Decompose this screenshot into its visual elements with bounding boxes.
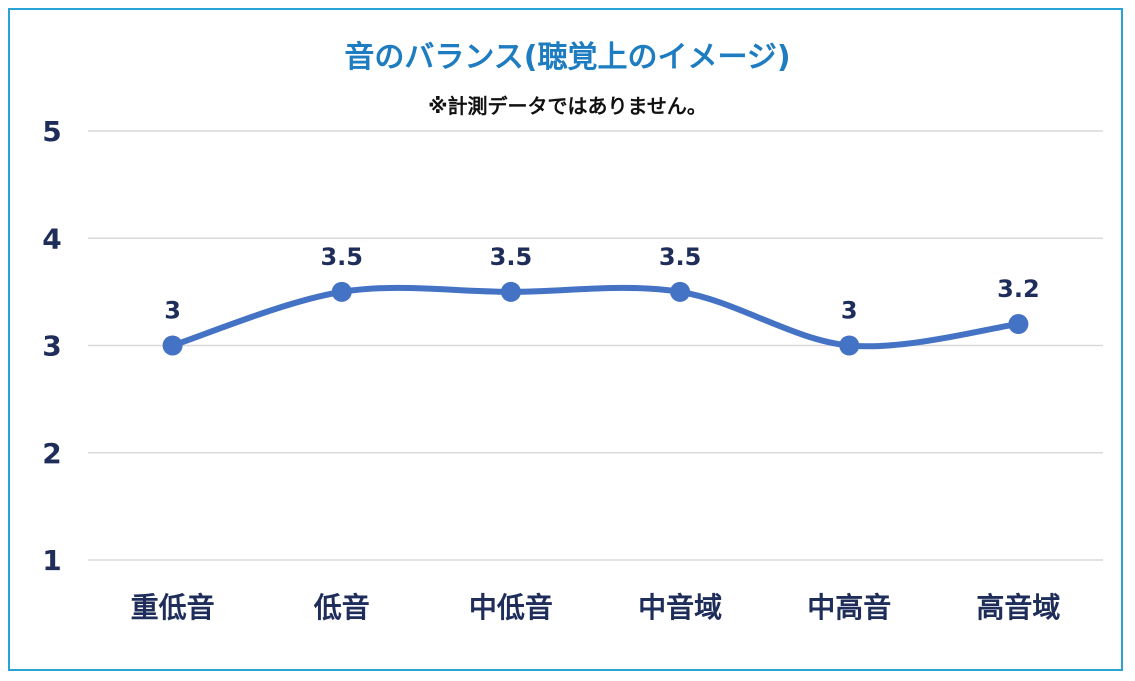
data-label: 3.5 (490, 243, 533, 271)
data-point (331, 281, 352, 302)
series-line (169, 284, 1022, 350)
y-tick-label: 5 (42, 115, 61, 148)
x-tick-label: 低音 (313, 591, 370, 624)
data-point (162, 335, 183, 356)
data-point (1008, 314, 1029, 335)
x-tick-label: 高音域 (976, 591, 1060, 624)
x-tick-label: 中音域 (638, 591, 722, 624)
data-label: 3.5 (320, 243, 363, 271)
y-tick-label: 3 (42, 330, 61, 363)
x-tick-label: 中低音 (469, 591, 553, 624)
x-tick-label: 重低音 (131, 591, 215, 624)
gridlines (88, 130, 1103, 561)
data-point (500, 281, 521, 302)
data-label: 3 (164, 297, 181, 325)
y-tick-label: 2 (42, 437, 61, 470)
y-tick-label: 1 (42, 544, 61, 577)
chart-title: 音のバランス(聴覚上のイメージ) (344, 40, 791, 75)
data-label: 3.2 (997, 275, 1040, 303)
y-axis-ticks: 1 2 3 4 5 (42, 115, 61, 577)
data-label: 3 (841, 297, 858, 325)
data-label: 3.5 (659, 243, 702, 271)
x-axis-ticks: 重低音 低音 中低音 中音域 中高音 高音域 (131, 591, 1061, 624)
data-labels: 3 3.5 3.5 3.5 3 3.2 (164, 243, 1039, 325)
data-points (162, 281, 1029, 356)
data-point (839, 335, 860, 356)
data-point (670, 281, 691, 302)
chart-subtitle: ※計測データではありません。 (428, 94, 707, 118)
x-tick-label: 中高音 (807, 591, 891, 624)
y-tick-label: 4 (42, 222, 61, 255)
